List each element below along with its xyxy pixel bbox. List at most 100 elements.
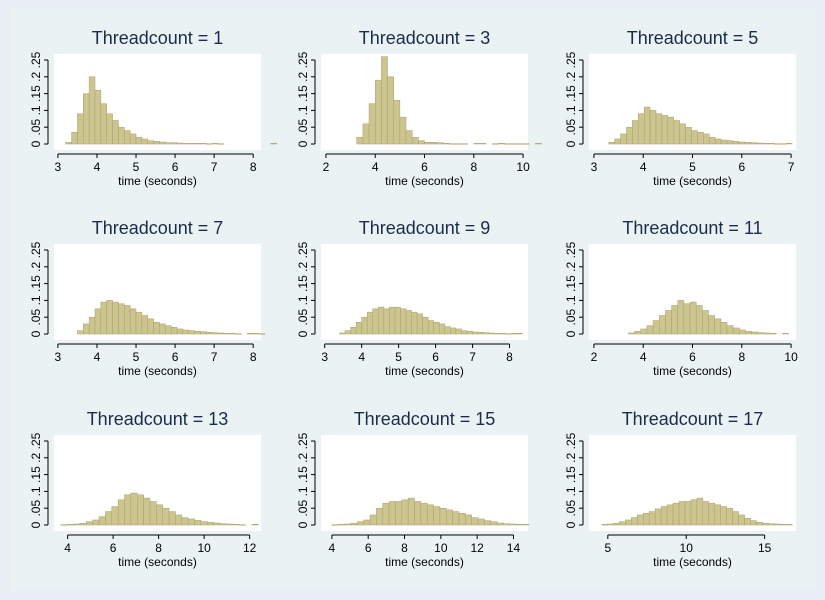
x-tick-label: 5 [395, 350, 402, 364]
histogram-bar [750, 142, 757, 145]
histogram-bar [620, 133, 627, 145]
x-tick-label: 14 [507, 541, 521, 555]
x-tick-label: 8 [738, 350, 745, 364]
histogram-bar [369, 514, 377, 526]
y-tick-label: .05 [296, 500, 310, 517]
histogram-bar [455, 328, 462, 335]
x-tick-label: 4 [640, 160, 647, 174]
histogram-bar [200, 521, 208, 526]
histogram-bar [100, 103, 107, 145]
histogram-bar [500, 333, 507, 335]
histogram-bar [756, 522, 763, 526]
histogram-bar [194, 331, 201, 335]
histogram-bar [473, 143, 481, 145]
histogram-bar [424, 142, 431, 145]
histogram-bar [483, 332, 490, 335]
histogram-bar [219, 523, 227, 526]
histogram-bar [458, 512, 466, 526]
histogram-bar [697, 131, 704, 145]
y-tick-label: .2 [296, 261, 310, 271]
y-tick-label: .1 [564, 105, 578, 115]
histogram-bar [488, 332, 495, 335]
histogram-bar [643, 106, 651, 145]
histogram-bar [490, 521, 498, 526]
histogram-bar [211, 332, 219, 335]
y-tick-label: .15 [296, 466, 310, 483]
histogram-bar [744, 518, 751, 526]
y-tick-label: 0 [296, 330, 310, 337]
histogram-bar [176, 142, 184, 145]
histogram-bar [634, 331, 642, 335]
histogram-bar [206, 143, 213, 145]
x-tick-label: 6 [432, 350, 439, 364]
y-tick-label: .25 [564, 432, 578, 449]
y-tick-label: .25 [564, 241, 578, 258]
histogram-bar [207, 522, 214, 526]
histogram-bar [100, 301, 107, 335]
histogram-bar [708, 315, 715, 335]
histogram-bar [683, 303, 691, 335]
y-tick-label: .1 [29, 295, 43, 305]
histogram-bar [511, 333, 518, 335]
histogram-bar [378, 306, 385, 335]
histogram-bar [118, 303, 125, 335]
y-tick-label: .2 [564, 71, 578, 81]
panel-title: Threadcount = 5 [627, 28, 759, 48]
histogram-bar [194, 520, 202, 526]
histogram-bar [671, 305, 678, 335]
x-tick-label: 4 [329, 541, 336, 555]
histogram-bar [510, 143, 518, 145]
histogram-bar [714, 504, 721, 526]
histogram-bar [461, 330, 468, 335]
histogram-bar [768, 143, 775, 145]
y-tick-label: .25 [296, 241, 310, 258]
histogram-bar [270, 143, 277, 145]
x-tick-label: 8 [506, 350, 513, 364]
x-tick-label: 6 [365, 541, 372, 555]
histogram-bar [411, 137, 419, 145]
histogram-bar [774, 523, 781, 526]
histogram-bar [147, 140, 154, 145]
histogram-bar [782, 333, 789, 335]
histogram-bar [79, 523, 87, 526]
y-tick-label: .1 [296, 295, 310, 305]
histogram-bar [466, 331, 473, 335]
histogram-bar [649, 110, 657, 145]
histogram-bar [744, 142, 751, 145]
panel-9: 5 10 15 0 .05 .1 .15 .2 .25 time (seconds) Threadc… [564, 409, 796, 569]
histogram-grid-figure: 3 4 5 6 7 8 0.05.1.15.2.25 time (seconds) Thread… [9, 8, 816, 591]
histogram-bar [112, 120, 119, 145]
histogram-bar [494, 333, 501, 335]
histogram-bar [779, 143, 787, 145]
histogram-bar [516, 143, 524, 145]
y-tick-label: 0 [564, 330, 578, 337]
histogram-bar [175, 514, 183, 526]
histogram-bar [376, 507, 383, 526]
histogram-bar [613, 523, 620, 526]
x-tick-label: 5 [689, 160, 696, 174]
histogram-bar [448, 143, 456, 145]
histogram-bar [141, 315, 148, 335]
histogram-bar [769, 333, 777, 335]
histogram-bar [170, 327, 178, 335]
histogram-bar [111, 506, 119, 526]
histogram-bar [77, 330, 84, 335]
histogram-bar [498, 143, 505, 145]
histogram-bar [640, 328, 648, 335]
histogram-bar [477, 518, 485, 526]
histogram-bar [200, 331, 207, 335]
plot-area [321, 54, 528, 150]
x-tick-label: 4 [372, 160, 379, 174]
x-tick-label: 4 [640, 350, 647, 364]
histogram-bar [619, 521, 626, 526]
histogram-bar [71, 131, 78, 145]
x-tick-label: 5 [133, 350, 140, 364]
histogram-bar [105, 511, 113, 526]
histogram-bar [503, 523, 511, 526]
histogram-bar [118, 126, 125, 145]
histogram-bar [226, 523, 234, 526]
histogram-bar [223, 333, 231, 335]
histogram-bar [374, 79, 382, 145]
panel-3: 3 4 5 6 7 0 .05 .1 .15 .2 .25 time (seconds) Threadc… [564, 28, 796, 188]
histogram-bar [383, 308, 390, 335]
